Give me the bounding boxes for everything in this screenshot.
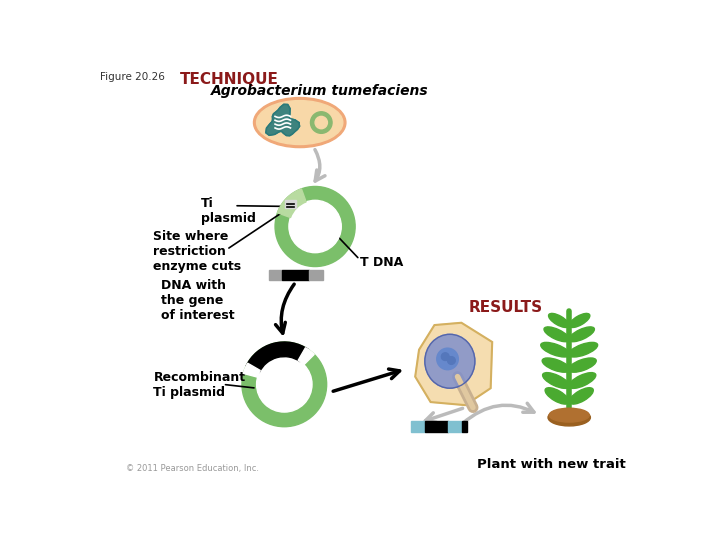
Wedge shape (298, 348, 314, 364)
Bar (269, 269, 282, 280)
Bar (449, 421, 462, 432)
Text: TECHNIQUE: TECHNIQUE (180, 72, 279, 87)
Circle shape (310, 112, 332, 133)
Ellipse shape (570, 313, 590, 327)
Circle shape (242, 342, 327, 427)
Ellipse shape (543, 373, 570, 388)
Ellipse shape (253, 98, 346, 147)
Circle shape (275, 186, 355, 267)
Circle shape (437, 348, 459, 370)
Text: DNA with
the gene
of interest: DNA with the gene of interest (161, 279, 235, 322)
Circle shape (441, 353, 449, 361)
Bar (411, 421, 425, 432)
Text: Site where
restriction
enzyme cuts: Site where restriction enzyme cuts (153, 231, 241, 273)
Ellipse shape (569, 373, 596, 388)
Text: Agrobacterium tumefaciens: Agrobacterium tumefaciens (211, 84, 429, 98)
Text: © 2011 Pearson Education, Inc.: © 2011 Pearson Education, Inc. (127, 464, 259, 473)
Ellipse shape (569, 342, 598, 357)
Ellipse shape (569, 327, 595, 342)
Bar (425, 421, 449, 432)
Polygon shape (266, 104, 300, 136)
Circle shape (289, 200, 341, 253)
Text: T DNA: T DNA (360, 256, 403, 269)
Polygon shape (415, 323, 492, 405)
Ellipse shape (570, 388, 593, 404)
Text: RESULTS: RESULTS (469, 300, 543, 315)
Bar (310, 269, 323, 280)
Wedge shape (277, 189, 306, 218)
Circle shape (256, 356, 312, 412)
Circle shape (315, 117, 328, 129)
Bar (285, 200, 296, 208)
Text: Ti
plasmid: Ti plasmid (201, 197, 256, 225)
Text: Figure 20.26: Figure 20.26 (99, 72, 164, 83)
Ellipse shape (425, 334, 475, 388)
Ellipse shape (256, 100, 343, 145)
Circle shape (448, 356, 455, 365)
Text: Plant with new trait: Plant with new trait (477, 457, 626, 470)
Text: Recombinant
Ti plasmid: Recombinant Ti plasmid (153, 372, 246, 399)
Ellipse shape (549, 313, 569, 327)
Ellipse shape (569, 358, 596, 372)
Ellipse shape (545, 388, 569, 404)
Ellipse shape (544, 327, 570, 342)
Ellipse shape (542, 358, 570, 372)
Ellipse shape (549, 408, 589, 422)
Bar (282, 269, 310, 280)
Ellipse shape (548, 409, 590, 426)
Wedge shape (246, 342, 309, 373)
Bar (462, 421, 467, 432)
Wedge shape (243, 363, 261, 377)
Ellipse shape (541, 342, 570, 357)
